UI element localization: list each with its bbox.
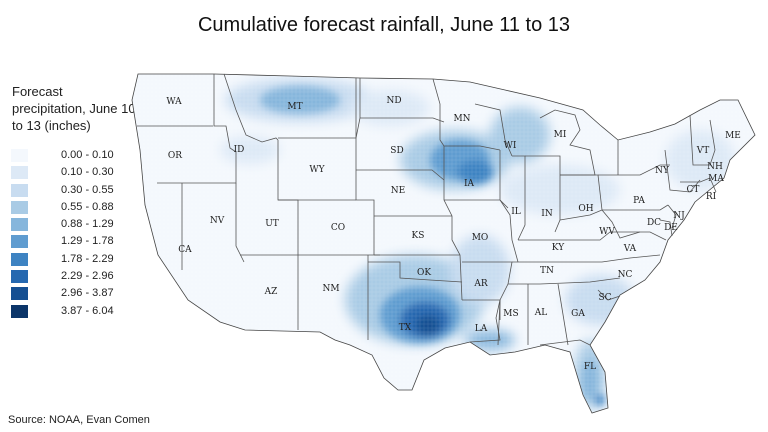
legend-title: Forecast precipitation, June 10 to 13 (i… (12, 84, 136, 133)
state-label: MO (472, 233, 489, 243)
state-label: IA (464, 179, 475, 189)
legend-label: 1.78 - 2.29 (61, 252, 114, 265)
state-label: CO (331, 223, 345, 233)
state-label: VA (623, 244, 637, 254)
state-label: NE (391, 186, 405, 196)
state-label: MS (503, 309, 518, 319)
state-label: WV (599, 227, 615, 237)
state-label: SC (598, 293, 611, 303)
state-label: AR (473, 279, 487, 289)
legend-swatch (11, 166, 28, 180)
state-label: FL (584, 362, 596, 372)
state-label: ND (386, 96, 401, 106)
state-label: MN (453, 114, 470, 124)
legend-label: 3.87 - 6.04 (61, 304, 114, 317)
state-label: DC (647, 218, 661, 228)
state-label: GA (571, 309, 585, 319)
state-label: AL (534, 308, 547, 318)
legend-label: 0.55 - 0.88 (61, 200, 114, 213)
state-label: NY (655, 166, 670, 176)
state-label: UT (265, 219, 279, 229)
state-label: TX (399, 323, 412, 333)
state-label: NJ (673, 211, 685, 221)
state-label: NC (618, 270, 633, 280)
state-label: DE (664, 223, 678, 233)
state-label: KY (552, 243, 565, 253)
state-label: ME (725, 131, 741, 141)
state-label: IL (511, 207, 521, 217)
legend-label: 2.96 - 3.87 (61, 287, 114, 300)
legend-swatch (11, 287, 28, 301)
state-label: NH (707, 162, 723, 172)
state-label: MI (554, 130, 567, 140)
state-label: AZ (264, 287, 278, 297)
state-label: OK (417, 268, 431, 278)
state-label: OH (578, 204, 593, 214)
state-labels: WA OR CA ID NV MT WY UT AZ CO NM ND SD N… (166, 96, 741, 372)
state-borders (131, 73, 756, 414)
legend-swatch (11, 270, 28, 284)
state-label: CT (687, 185, 700, 195)
legend-label: 0.10 - 0.30 (61, 166, 114, 179)
state-label: TN (540, 266, 554, 276)
map-title: Cumulative forecast rainfall, June 11 to… (197, 14, 571, 36)
state-label: SD (390, 146, 403, 156)
legend-swatch (11, 200, 28, 214)
state-label: MA (708, 174, 724, 184)
state-label: WA (166, 97, 182, 107)
legend-swatch (11, 183, 28, 197)
state-label: IN (541, 209, 553, 219)
state-label: WY (309, 165, 325, 175)
legend-label: 0.30 - 0.55 (61, 183, 114, 196)
legend-label: 0.88 - 1.29 (61, 218, 114, 231)
legend-swatch (11, 149, 28, 162)
legend-label: 1.29 - 1.78 (61, 235, 114, 248)
state-label: NV (210, 216, 225, 226)
state-label: MT (287, 102, 302, 112)
state-label: VT (696, 146, 710, 156)
state-label: RI (706, 192, 717, 202)
state-label: CA (178, 245, 192, 255)
legend-swatch (11, 218, 28, 232)
state-label: OR (168, 151, 182, 161)
legend-label: 0.00 - 0.10 (61, 149, 114, 161)
state-label: WI (504, 141, 517, 151)
state-label: PA (633, 196, 645, 206)
state-label: LA (475, 324, 488, 334)
legend-swatch (11, 252, 28, 266)
legend-label: 2.29 - 2.96 (61, 270, 114, 283)
state-label: NM (322, 284, 339, 294)
legend-swatch (11, 235, 28, 249)
state-label: KS (412, 231, 425, 241)
legend-swatch (11, 304, 28, 318)
source-note: Source: NOAA, Evan Comen (8, 414, 150, 426)
state-label: ID (234, 145, 245, 155)
